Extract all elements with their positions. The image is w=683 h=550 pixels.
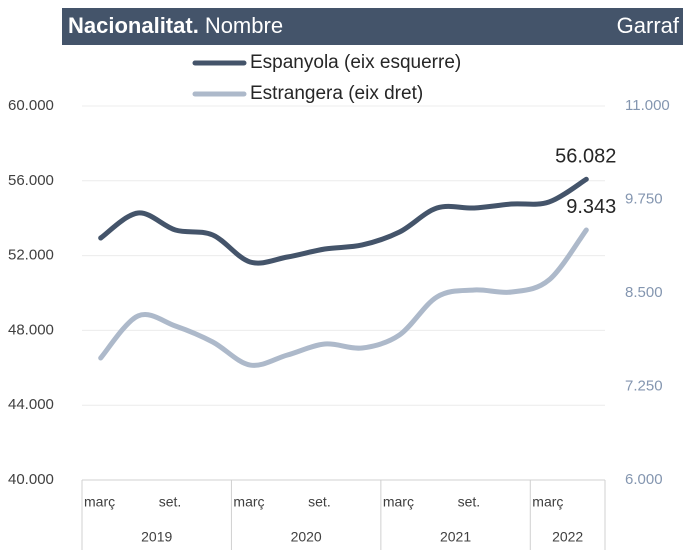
- y-tick-label: 48.000: [8, 321, 54, 338]
- y-tick-label: 52.000: [8, 247, 54, 264]
- y2-tick-label: 7.250: [625, 377, 663, 394]
- data-label: 9.343: [566, 196, 616, 218]
- data-label: 56.082: [555, 146, 616, 168]
- x-tick-label: set.: [308, 494, 331, 510]
- series-line: [98, 176, 589, 266]
- x-tick-label: set.: [458, 494, 481, 510]
- x-group-label: 2021: [440, 529, 471, 545]
- chart-title: Nacionalitat.: [68, 13, 199, 38]
- y-tick-label: 60.000: [8, 97, 54, 114]
- y-tick-label: 44.000: [8, 396, 54, 413]
- legend-label: Espanyola (eix esquerre): [250, 52, 461, 73]
- x-tick-label: març: [233, 494, 264, 510]
- region-label: Garraf: [617, 13, 680, 38]
- x-tick-label: març: [532, 494, 563, 510]
- y-tick-label: 40.000: [8, 471, 54, 488]
- x-group-label: 2022: [552, 529, 583, 545]
- x-group-label: 2019: [141, 529, 172, 545]
- x-tick-label: març: [84, 494, 115, 510]
- x-tick-label: març: [383, 494, 414, 510]
- y2-tick-label: 9.750: [625, 190, 663, 207]
- title-bar: [62, 8, 683, 45]
- y-tick-label: 56.000: [8, 172, 54, 189]
- x-group-label: 2020: [291, 529, 322, 545]
- chart-subtitle: Nombre: [205, 13, 283, 38]
- legend-label: Estrangera (eix dret): [250, 83, 423, 104]
- y2-tick-label: 11.000: [625, 97, 670, 114]
- y2-tick-label: 6.000: [625, 471, 663, 488]
- y2-tick-label: 8.500: [625, 284, 663, 301]
- x-tick-label: set.: [159, 494, 182, 510]
- series-line: [98, 227, 589, 368]
